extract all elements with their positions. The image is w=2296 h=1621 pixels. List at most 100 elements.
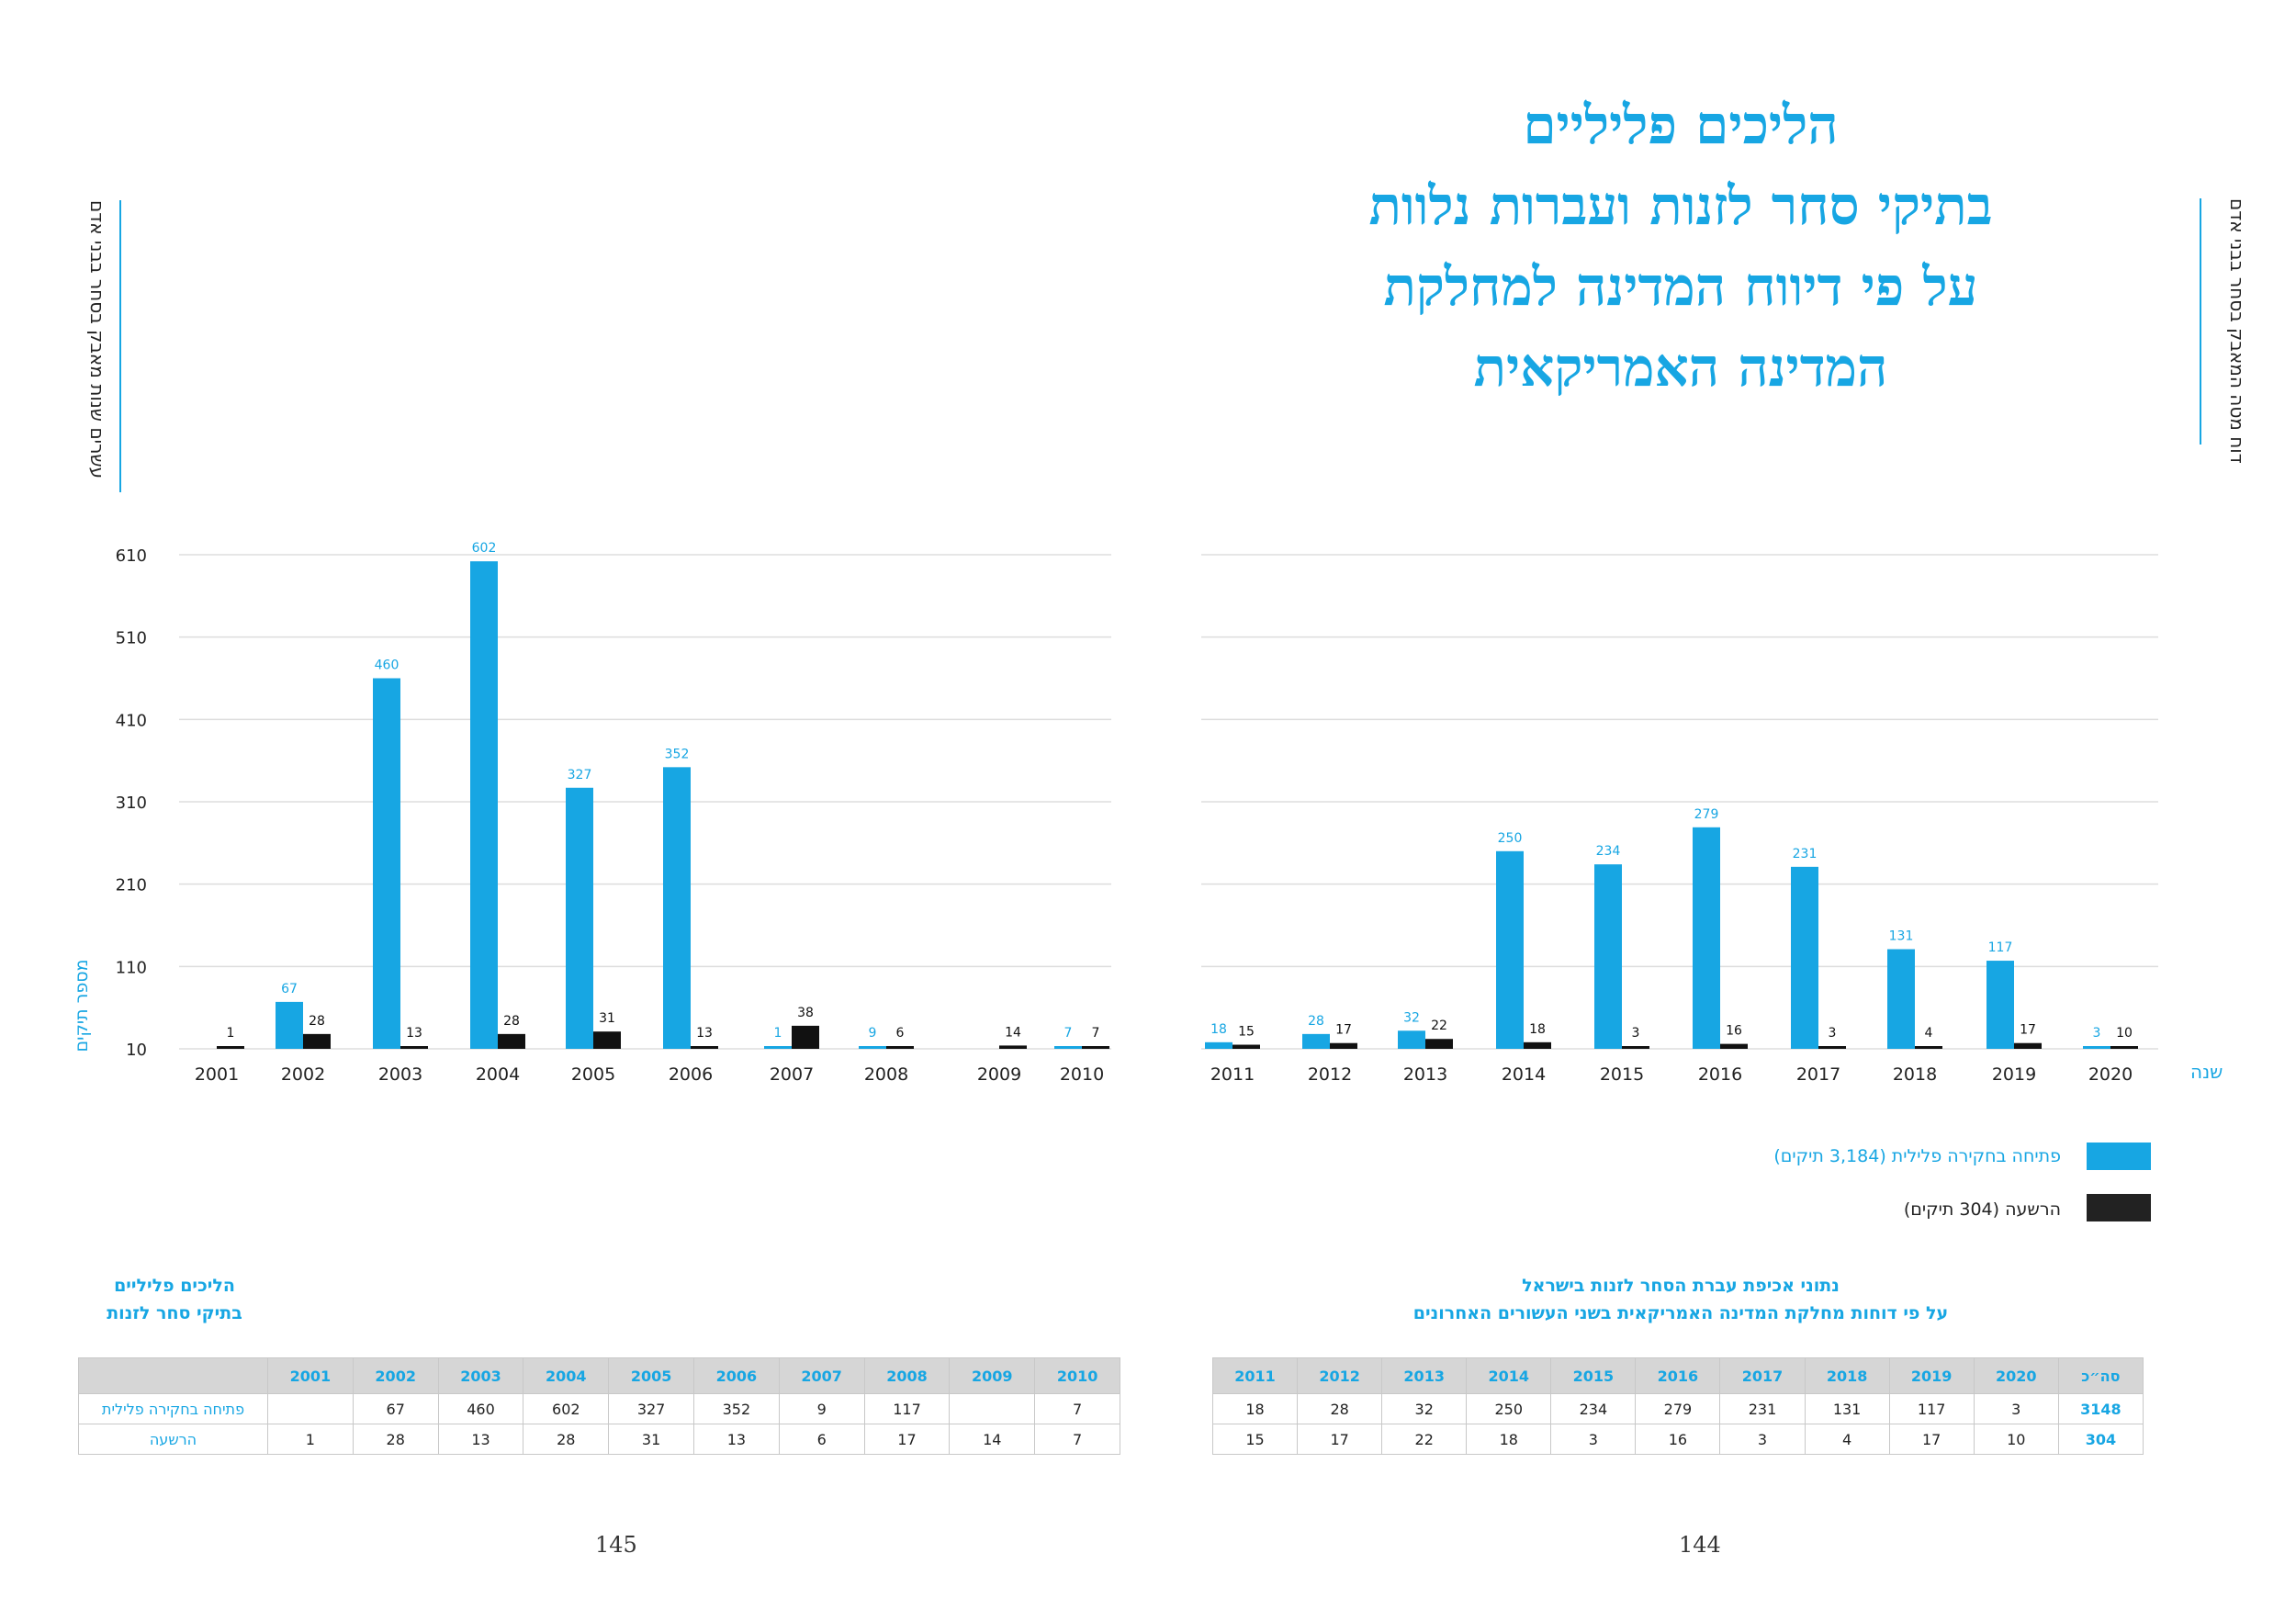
x-tick-label: 2015 bbox=[1600, 1064, 1644, 1085]
y-tick-label: 310 bbox=[116, 794, 147, 813]
y-tick-label: 210 bbox=[116, 876, 147, 895]
table-right-year: 2015 bbox=[1550, 1357, 1637, 1394]
data-label: 117 bbox=[1988, 940, 2013, 955]
x-tick-label: 2010 bbox=[1060, 1064, 1104, 1085]
data-label: 31 bbox=[599, 1011, 615, 1026]
bar-investigation bbox=[373, 678, 400, 1049]
page-number-left: 145 bbox=[595, 1532, 637, 1558]
table-cell: 352 bbox=[692, 1393, 780, 1424]
table-left-caption-line-2: בתיקי סחר לזנות bbox=[107, 1303, 242, 1323]
bar-investigation bbox=[1791, 866, 1818, 1049]
data-label: 327 bbox=[568, 768, 592, 782]
bar-investigation bbox=[1986, 961, 2014, 1049]
table-right-caption: נתוני אכיפת עברת הסחר לזנות בישראל על פי… bbox=[1286, 1272, 2076, 1327]
table-left-row-label: הרשעה bbox=[78, 1424, 268, 1455]
table-cell: 18 bbox=[1466, 1424, 1552, 1455]
table-cell: 17 bbox=[863, 1424, 951, 1455]
table-cell: 234 bbox=[1550, 1393, 1637, 1424]
data-label: 28 bbox=[503, 1014, 520, 1029]
table-cell: 14 bbox=[949, 1424, 1036, 1455]
bar-conviction bbox=[217, 1046, 244, 1049]
bar-conviction bbox=[1720, 1043, 1748, 1049]
title-line-1: הליכים פליליים bbox=[1523, 94, 1839, 156]
table-right-row-conviction: 15 17 22 18 3 16 3 4 17 10 304 bbox=[1211, 1424, 2144, 1455]
bar-investigation bbox=[566, 787, 593, 1049]
table-right: 2011 2012 2013 2014 2015 2016 2017 2018 … bbox=[1211, 1357, 2144, 1455]
table-left-header-row: 2001 2002 2003 2004 2005 2006 2007 2008 … bbox=[78, 1357, 1120, 1394]
table-right-year: 2011 bbox=[1211, 1357, 1299, 1394]
data-label: 10 bbox=[2116, 1026, 2133, 1041]
data-label: 3 bbox=[1632, 1026, 1640, 1041]
table-cell: 28 bbox=[1297, 1393, 1383, 1424]
data-label: 28 bbox=[309, 1014, 325, 1029]
data-label: 28 bbox=[1308, 1014, 1324, 1029]
data-label: 1 bbox=[774, 1026, 782, 1041]
table-left-year: 2008 bbox=[863, 1357, 951, 1394]
bar-investigation bbox=[764, 1046, 792, 1049]
data-label: 16 bbox=[1726, 1024, 1742, 1039]
title-line-3: על פי דיווח המדינה למחלקת bbox=[1383, 255, 1978, 318]
data-label: 18 bbox=[1210, 1022, 1227, 1037]
x-tick-label: 2004 bbox=[476, 1064, 520, 1085]
table-left-year: 2001 bbox=[267, 1357, 354, 1394]
data-label: 17 bbox=[2020, 1023, 2036, 1038]
table-cell: 13 bbox=[692, 1424, 780, 1455]
x-tick-label: 2007 bbox=[770, 1064, 814, 1085]
data-label: 17 bbox=[1335, 1023, 1352, 1038]
x-tick-label: 2001 bbox=[195, 1064, 239, 1085]
data-label: 32 bbox=[1403, 1010, 1420, 1025]
table-cell: 13 bbox=[437, 1424, 524, 1455]
table-cell: 1 bbox=[267, 1424, 354, 1455]
running-head-left: עשרים שנות מאבק בסחר בבני אדם bbox=[86, 200, 108, 479]
bar-conviction bbox=[691, 1046, 718, 1049]
bar-conviction bbox=[792, 1025, 819, 1049]
table-cell: 117 bbox=[1888, 1393, 1975, 1424]
bar-conviction bbox=[1082, 1046, 1109, 1049]
x-tick-label: 2014 bbox=[1502, 1064, 1546, 1085]
x-tick-label: 2009 bbox=[977, 1064, 1021, 1085]
bar-investigation bbox=[1496, 850, 1524, 1049]
table-right-total-label: סה״כ bbox=[2057, 1357, 2144, 1394]
x-tick-label: 2018 bbox=[1893, 1064, 1937, 1085]
x-tick-label: 2003 bbox=[378, 1064, 422, 1085]
running-head-right: דוח מטה המאבק בסחר בבני אדם bbox=[2226, 198, 2248, 464]
y-tick-label: 110 bbox=[116, 958, 147, 977]
table-cell: 231 bbox=[1719, 1393, 1806, 1424]
x-tick-label: 2013 bbox=[1403, 1064, 1447, 1085]
table-cell: 32 bbox=[1381, 1393, 1468, 1424]
running-head-right-rule bbox=[2200, 198, 2201, 445]
x-tick-label: 2020 bbox=[2088, 1064, 2133, 1085]
bar-investigation bbox=[1887, 949, 1915, 1049]
table-cell: 28 bbox=[523, 1424, 610, 1455]
table-left-row-conviction: הרשעה 1 28 13 28 31 13 6 17 14 7 bbox=[78, 1424, 1120, 1455]
legend-swatch-conviction bbox=[2087, 1194, 2151, 1221]
data-label: 22 bbox=[1431, 1019, 1447, 1033]
bar-conviction bbox=[1915, 1046, 1942, 1049]
data-label: 279 bbox=[1694, 807, 1719, 822]
table-cell: 22 bbox=[1381, 1424, 1468, 1455]
title-line-4: המדינה האמריקאית bbox=[1473, 336, 1888, 399]
data-label: 6 bbox=[896, 1026, 905, 1041]
x-tick-label: 2012 bbox=[1308, 1064, 1352, 1085]
table-cell: 7 bbox=[1034, 1393, 1120, 1424]
data-label: 131 bbox=[1889, 929, 1914, 944]
bar-conviction bbox=[1622, 1046, 1649, 1049]
table-left-row-investigation: פתיחה בחקירה פלילית 67 460 602 327 352 9… bbox=[78, 1393, 1120, 1424]
bar-conviction bbox=[498, 1033, 525, 1049]
table-cell: 4 bbox=[1804, 1424, 1890, 1455]
table-cell: 7 bbox=[1034, 1424, 1120, 1455]
table-cell: 3 bbox=[1973, 1393, 2059, 1424]
table-right-total: 304 bbox=[2057, 1424, 2144, 1455]
table-cell: 67 bbox=[352, 1393, 439, 1424]
bar-investigation bbox=[1054, 1046, 1082, 1049]
table-left-year: 2004 bbox=[523, 1357, 610, 1394]
table-right-year: 2013 bbox=[1381, 1357, 1468, 1394]
data-label: 9 bbox=[869, 1026, 877, 1041]
y-tick-label: 610 bbox=[116, 546, 147, 566]
bar-investigation bbox=[1205, 1041, 1232, 1049]
table-left-caption-line-1: הליכים פליליים bbox=[114, 1276, 235, 1296]
table-right-year: 2016 bbox=[1635, 1357, 1721, 1394]
table-left-row-label: פתיחה בחקירה פלילית bbox=[78, 1393, 268, 1424]
x-tick-label: 2011 bbox=[1210, 1064, 1255, 1085]
table-right-year: 2014 bbox=[1466, 1357, 1552, 1394]
